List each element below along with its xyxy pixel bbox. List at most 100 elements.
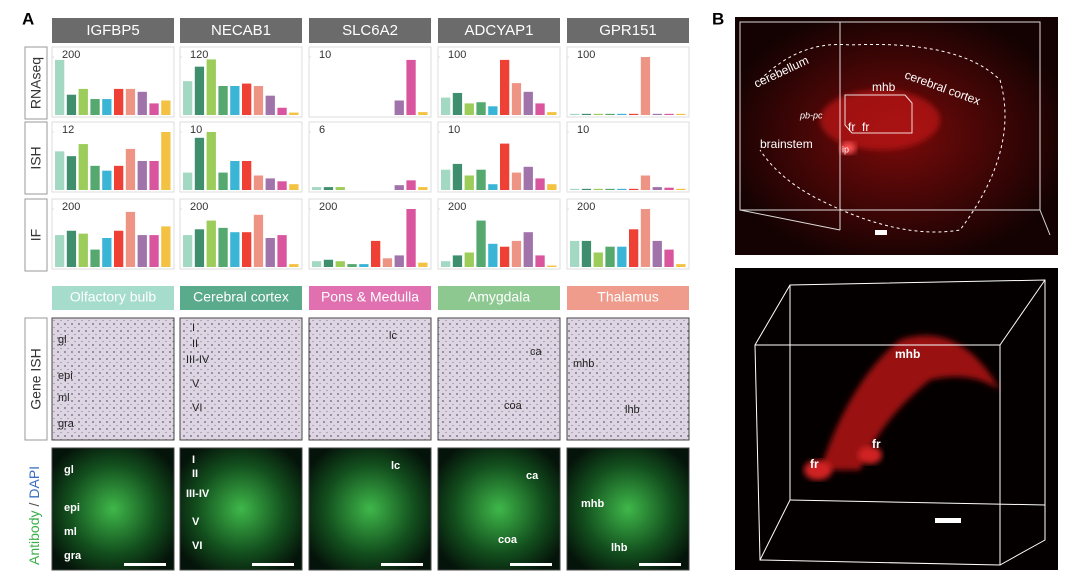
render-3d [735, 268, 1058, 570]
bar [312, 187, 322, 190]
region-label: Thalamus [597, 289, 658, 305]
bar [265, 178, 275, 190]
bar [382, 258, 393, 267]
y-tick-label: 10 [190, 124, 202, 136]
region-bar [180, 286, 302, 310]
gene-name: ADCYAP1 [465, 22, 534, 39]
row-label-box [24, 317, 48, 441]
image-annotation: II [192, 338, 198, 350]
brain-label: pb-pc [799, 110, 823, 120]
brain-label: fr [810, 457, 819, 471]
chart-frame [179, 121, 303, 193]
bar [629, 113, 639, 115]
gene-header [567, 18, 689, 43]
region-label: Cerebral cortex [193, 289, 289, 305]
bar [406, 59, 416, 115]
bar [441, 97, 451, 115]
image-annotation: epi [64, 502, 80, 514]
bar [253, 86, 264, 115]
bar [664, 113, 674, 115]
bar [242, 161, 252, 190]
bar [570, 113, 580, 115]
bar [464, 103, 474, 115]
bar [66, 94, 77, 115]
scale-bar [510, 563, 552, 566]
y-tick-label: 6 [319, 124, 325, 136]
bar [277, 235, 287, 267]
bar [335, 187, 345, 190]
bar [593, 188, 603, 190]
y-tick-label: 200 [190, 201, 208, 213]
bar [570, 188, 580, 190]
bar [452, 255, 463, 267]
gene-name: IGFBP5 [86, 22, 139, 39]
bar [452, 163, 463, 190]
bar [523, 232, 533, 267]
region-label: Amygdala [468, 289, 530, 305]
gene-name: SLC6A2 [342, 22, 398, 39]
bar [640, 175, 651, 190]
bar [161, 100, 171, 115]
chart-frame [51, 46, 175, 118]
bar [535, 255, 545, 267]
bar [102, 99, 112, 115]
bar [265, 95, 275, 115]
y-tick-label: 120 [190, 49, 208, 61]
chart-frame [51, 198, 175, 270]
ish-image [437, 317, 561, 441]
bar [418, 187, 428, 190]
chart-frame [179, 46, 303, 118]
bar [476, 220, 486, 267]
bar [137, 235, 147, 267]
image-annotation: V [192, 378, 200, 390]
bar [161, 132, 171, 190]
bar [289, 112, 299, 115]
bar [125, 211, 136, 267]
gene-header [438, 18, 560, 43]
image-annotation: II [192, 468, 198, 480]
row-label: Gene ISH [28, 348, 44, 409]
chart-frame [566, 121, 690, 193]
bar [114, 230, 124, 267]
bar [535, 178, 545, 190]
bar [265, 238, 275, 267]
row-label-box [24, 121, 48, 195]
y-tick-label: 12 [62, 124, 74, 136]
bar [323, 187, 334, 190]
bar [242, 232, 252, 267]
bar [149, 103, 159, 115]
bar [511, 240, 522, 267]
y-tick-label: 100 [577, 49, 595, 61]
bar [676, 264, 686, 267]
bar [194, 66, 205, 115]
scale-bar [124, 563, 166, 566]
region-label: Olfactory bulb [70, 289, 157, 305]
bar [418, 262, 428, 267]
wireframe [739, 21, 1051, 236]
y-tick-label: 200 [62, 201, 80, 213]
scale-bar [875, 230, 887, 235]
bar [581, 113, 592, 115]
bar [676, 113, 686, 115]
bar [78, 144, 88, 190]
scale-bar [252, 563, 294, 566]
bar [55, 151, 65, 190]
bar [570, 240, 580, 267]
bar [114, 165, 124, 190]
bar [125, 148, 136, 190]
brain-label: fr [848, 120, 855, 134]
bar [523, 91, 533, 115]
brain-label: fr [872, 437, 881, 451]
bar [218, 172, 228, 190]
if-image [308, 447, 432, 571]
region-bar [309, 286, 431, 310]
chart-frame [437, 121, 561, 193]
bar [452, 92, 463, 115]
y-tick-label: 10 [577, 124, 589, 136]
bar [488, 184, 498, 190]
bar [206, 220, 216, 267]
bar [605, 246, 615, 267]
bar [206, 132, 216, 190]
bar [441, 261, 451, 267]
gene-header [180, 18, 302, 43]
